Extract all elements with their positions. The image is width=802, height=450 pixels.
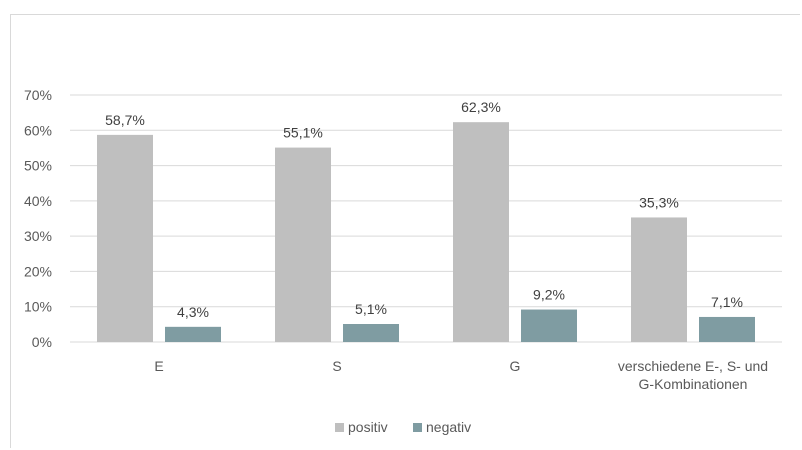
bar-negativ-3 — [699, 316, 755, 342]
y-tick-label: 20% — [24, 263, 52, 279]
y-tick-label: 40% — [24, 193, 52, 209]
x-category-label: S — [332, 358, 341, 374]
legend-label-negativ: negativ — [426, 419, 471, 435]
data-label: 5,1% — [355, 301, 387, 317]
y-tick-label: 0% — [32, 334, 52, 350]
chart-frame — [10, 14, 800, 448]
data-label: 4,3% — [177, 304, 209, 320]
x-category-label: G — [510, 358, 521, 374]
bar-negativ-2 — [521, 309, 577, 342]
bar-negativ-0 — [165, 326, 221, 342]
data-labels: 58,7% 4,3% 55,1% 5,1% 62,3% 9,2% 35,3% 7,1% — [105, 99, 743, 320]
x-category-label: verschiedene E-, S- und G-Kombinationen — [618, 358, 768, 392]
y-tick-label: 50% — [24, 158, 52, 174]
data-label: 7,1% — [711, 294, 743, 310]
y-tick-label: 30% — [24, 228, 52, 244]
bars — [97, 122, 755, 342]
legend-swatch-negativ — [413, 423, 422, 432]
data-label: 55,1% — [283, 125, 323, 141]
bar-positiv-3 — [631, 217, 687, 342]
bar-positiv-1 — [275, 147, 331, 342]
bar-negativ-1 — [343, 324, 399, 342]
y-tick-label: 60% — [24, 122, 52, 138]
data-label: 58,7% — [105, 112, 145, 128]
y-tick-label: 70% — [24, 87, 52, 103]
bar-positiv-2 — [453, 122, 509, 342]
legend-swatch-positiv — [335, 423, 344, 432]
data-label: 35,3% — [639, 194, 679, 210]
bar-positiv-0 — [97, 134, 153, 342]
y-tick-label: 10% — [24, 299, 52, 315]
legend-label-positiv: positiv — [348, 419, 388, 435]
x-category-label: E — [154, 358, 163, 374]
legend: positiv negativ — [335, 419, 471, 435]
data-label: 9,2% — [533, 287, 565, 303]
data-label: 62,3% — [461, 99, 501, 115]
y-axis: 0% 10% 20% 30% 40% 50% 60% 70% — [24, 87, 52, 350]
